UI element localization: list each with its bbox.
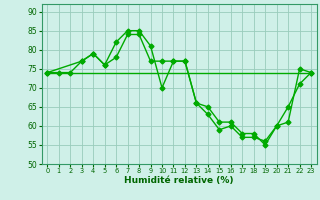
X-axis label: Humidité relative (%): Humidité relative (%): [124, 176, 234, 185]
